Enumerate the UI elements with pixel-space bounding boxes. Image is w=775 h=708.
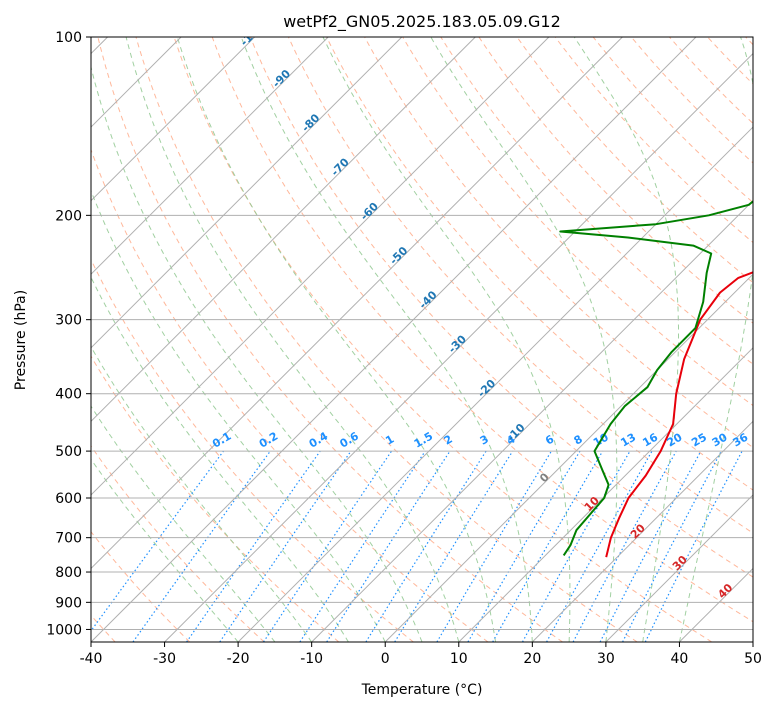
isotherm-line [384, 273, 753, 642]
x-tick-label: 30 [597, 651, 615, 667]
x-tick-label: 50 [744, 651, 762, 667]
axis-ticks: -40 -30 -20 -10 0 10 20 30 40 50 100 200 300 400 500 60… [46, 30, 762, 667]
dry-adiabats [91, 37, 753, 642]
moist-adiabat [91, 189, 386, 642]
y-tick-label: 300 [55, 313, 82, 329]
mixing-ratio-lines [91, 450, 743, 642]
isotherm-line [311, 199, 753, 642]
isotherm-line [91, 37, 329, 275]
y-tick-label: 500 [55, 444, 82, 460]
dry-adiabat [211, 37, 753, 623]
chart-title: wetPf2_GN05.2025.183.05.09.G12 [283, 12, 561, 32]
isotherm-line [237, 126, 753, 642]
x-tick-label: 0 [381, 651, 390, 667]
y-tick-label: 700 [55, 531, 82, 547]
dry-adiabat [478, 37, 753, 324]
x-axis-label: Temperature (°C) [361, 682, 483, 698]
x-tick-label: -10 [300, 651, 323, 667]
y-tick-label: 1000 [46, 622, 82, 638]
isobars [91, 37, 753, 630]
mixing-ratio-line [262, 450, 392, 642]
y-tick-label: 100 [55, 30, 82, 46]
isotherm-line [164, 52, 753, 642]
x-tick-label: 10 [450, 651, 468, 667]
dry-adiabat [97, 37, 563, 642]
x-tick-label: -40 [80, 651, 103, 667]
dry-adiabat [440, 37, 753, 365]
isotherm-line [91, 37, 623, 570]
moist-adiabats [91, 37, 753, 642]
isotherm-line [91, 37, 550, 496]
dry-adiabat [402, 37, 753, 407]
mixing-ratio-line [326, 450, 451, 642]
moist-adiabat [91, 276, 349, 642]
mixing-ratio-line [546, 450, 653, 642]
moist-adiabat [91, 65, 423, 642]
dry-adiabat [249, 37, 753, 578]
mixing-ratio-line [394, 450, 514, 642]
plot-area: 0.1 0.2 0.4 0.6 1 1.5 2 3 4 6 8 10 13 16 20 25 30 36-100-… [91, 20, 753, 642]
mixing-ratio-line [299, 450, 426, 642]
dry-adiabat [630, 37, 753, 164]
dewpoint-profile-line [559, 200, 753, 556]
isotherms [91, 37, 753, 642]
y-tick-label: 400 [55, 387, 82, 403]
isotherm-line [605, 494, 753, 642]
mixing-ratio-line [572, 450, 677, 642]
x-tick-label: -30 [153, 651, 176, 667]
moist-adiabat [91, 345, 313, 642]
isotherm-line [91, 37, 256, 202]
x-tick-label: 40 [671, 651, 689, 667]
moist-adiabat [573, 37, 679, 642]
dry-adiabat [592, 37, 753, 204]
moist-adiabat [125, 37, 460, 642]
dry-adiabat [516, 37, 753, 284]
dry-adiabat [554, 37, 753, 244]
y-axis-label: Pressure (hPa) [13, 290, 29, 390]
mixing-ratio-line [132, 450, 271, 642]
x-tick-label: 20 [523, 651, 541, 667]
isotherm-line [91, 37, 697, 642]
isotherm-label: -100 [238, 20, 267, 49]
y-tick-label: 200 [55, 208, 82, 224]
y-tick-label: 600 [55, 491, 82, 507]
y-tick-label: 800 [55, 565, 82, 581]
isotherm-line [531, 420, 753, 642]
dry-adiabat [135, 37, 638, 642]
mixing-ratio-line [186, 450, 321, 642]
isotherm-line [91, 37, 403, 349]
temperature-profile-line [605, 271, 753, 558]
mixing-ratio-line [644, 450, 743, 642]
moist-adiabat [430, 37, 618, 642]
moist-adiabat [91, 458, 239, 642]
moist-adiabat [240, 37, 533, 642]
moist-adiabat [322, 37, 571, 642]
dry-adiabat [91, 531, 191, 642]
plot-background [91, 37, 753, 642]
mixing-ratio-line [219, 450, 352, 642]
dry-adiabat [287, 37, 753, 534]
y-tick-label: 900 [55, 595, 82, 611]
dry-adiabat [326, 37, 753, 491]
x-tick-label: -20 [227, 651, 250, 667]
mixing-ratio-line [91, 450, 224, 632]
isotherm-line [91, 37, 476, 423]
sounding-series [559, 200, 753, 558]
isotherm-line [752, 641, 753, 642]
moist-adiabat [176, 37, 497, 642]
moist-adiabat [91, 405, 276, 642]
plot-frame [90, 36, 754, 643]
isotherm-line [458, 347, 753, 642]
